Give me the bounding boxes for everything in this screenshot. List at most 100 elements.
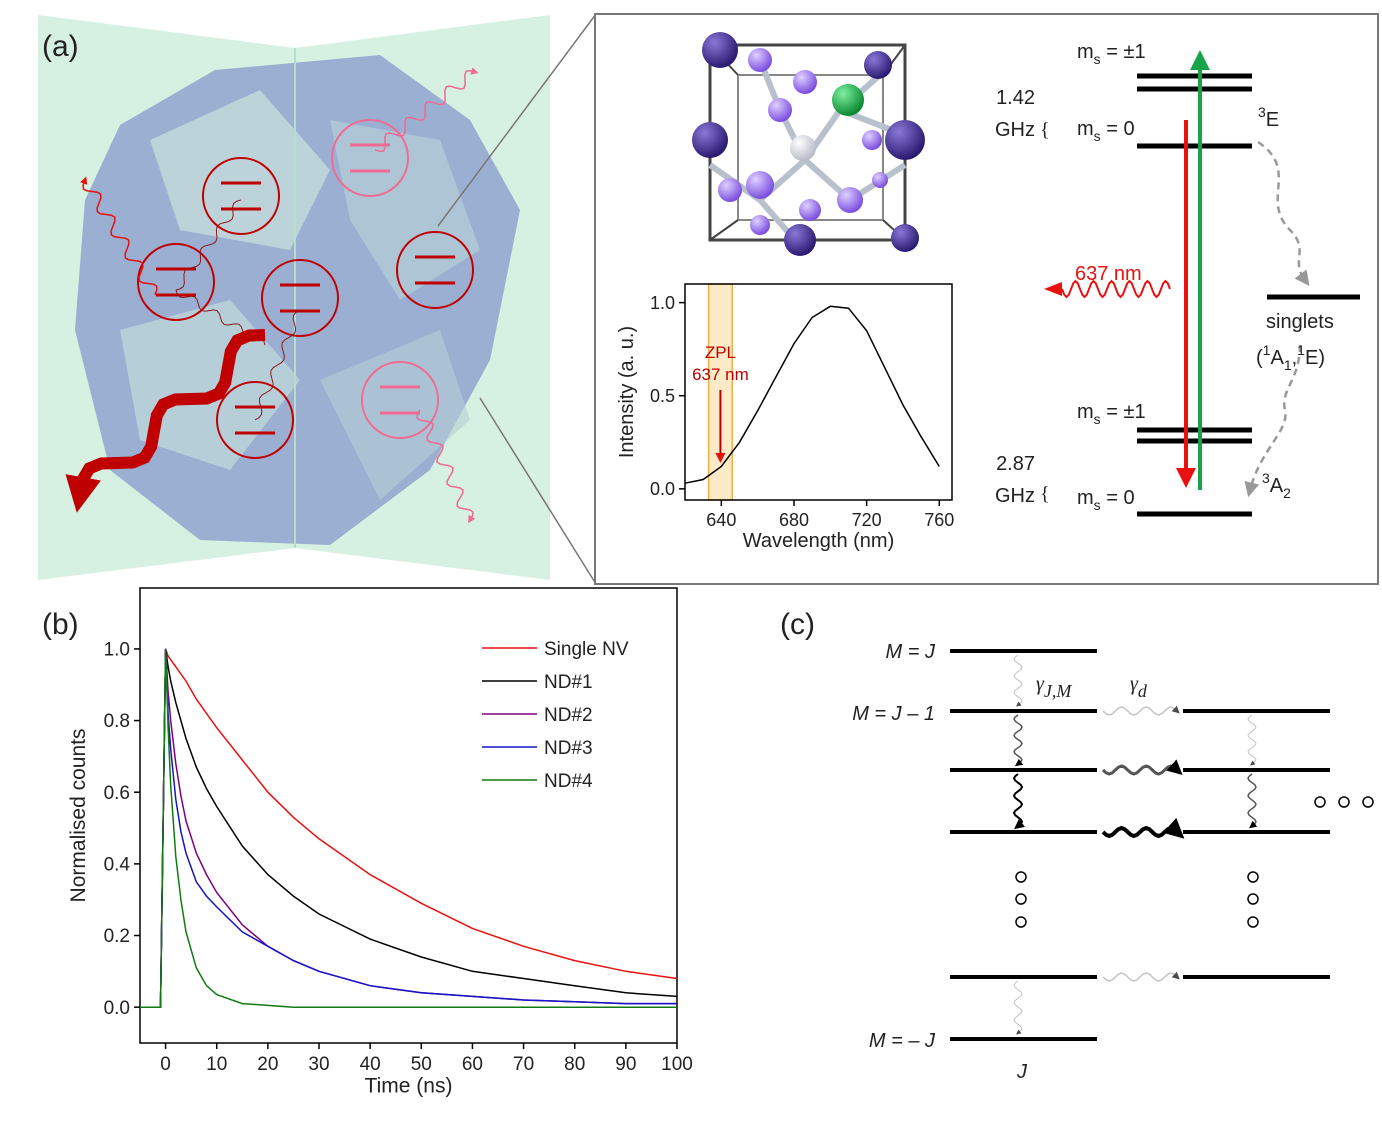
transfer-arrow xyxy=(1247,773,1258,829)
emitter xyxy=(137,243,215,321)
atom xyxy=(862,130,882,150)
energy-diagram: ms = ±1 ms = 0 ms = ±1 ms = 0 1.42 GHz {… xyxy=(995,41,1360,517)
ellipsis-dot xyxy=(1362,796,1374,808)
ms-value: = ±1 xyxy=(1101,41,1146,63)
ellipsis-dot xyxy=(1015,893,1027,905)
level-label: M = – J xyxy=(869,1030,936,1052)
y-tick-label: 1.0 xyxy=(650,293,675,313)
transfer-arrow xyxy=(1013,980,1023,1035)
panel-label: (a) xyxy=(42,30,79,63)
atom xyxy=(790,135,816,161)
ms-value: = 0 xyxy=(1101,118,1135,140)
y-axis-label: Intensity (a. u.) xyxy=(616,326,638,458)
emitter xyxy=(202,157,280,235)
brace: { xyxy=(1040,119,1050,141)
ellipsis-dot xyxy=(1015,871,1027,883)
series-line xyxy=(140,648,677,1008)
gamma-subscript: J,M xyxy=(1044,681,1072,701)
y-tick-label: 0.6 xyxy=(104,783,130,804)
series-line xyxy=(140,648,678,1008)
y-tick-label: 0.0 xyxy=(650,479,675,499)
x-tick-label: 100 xyxy=(661,1054,693,1075)
transfer-arrow xyxy=(1101,759,1183,776)
legend-label: Single NV xyxy=(544,639,629,660)
decay-chart: 0 10 20 30 40 50 60 70 80 90 100 0.0 0.2 0.4 0.6 0.8 1.0… xyxy=(67,587,693,1097)
x-axis-label: Time (ns) xyxy=(365,1074,453,1097)
splitting-value: 1.42 xyxy=(996,87,1035,109)
series-line xyxy=(140,648,678,1008)
emitter xyxy=(361,361,439,439)
atom xyxy=(692,122,728,158)
ms-symbol: m xyxy=(1077,401,1094,423)
x-tick-label: 0 xyxy=(160,1054,171,1075)
x-tick-label: 90 xyxy=(615,1054,636,1075)
level-label: M = J xyxy=(886,641,936,663)
x-tick-label: 60 xyxy=(462,1054,483,1075)
level-label: M = J – 1 xyxy=(852,703,935,725)
atom xyxy=(750,215,770,235)
zoom-line xyxy=(437,13,597,227)
isc-arrow xyxy=(1257,140,1310,287)
atom xyxy=(837,187,863,213)
ellipsis-dot xyxy=(1338,796,1350,808)
column-label: J xyxy=(1016,1061,1028,1083)
y-axis-label: Normalised counts xyxy=(67,729,90,903)
ellipsis-dot xyxy=(1015,916,1027,928)
photon xyxy=(374,67,479,153)
ms-subscript: s xyxy=(1094,497,1101,513)
state-label: 3E xyxy=(1258,104,1279,131)
x-tick-label: 680 xyxy=(779,510,809,530)
panel-label: (b) xyxy=(42,608,79,641)
atom xyxy=(872,172,888,188)
atom xyxy=(891,224,919,252)
ms-symbol: m xyxy=(1077,41,1094,63)
splitting-unit: GHz xyxy=(995,485,1035,507)
transfer-arrow xyxy=(1101,817,1185,839)
plot-frame xyxy=(139,587,678,1044)
crystal-structure xyxy=(692,32,925,256)
x-tick-label: 40 xyxy=(360,1054,381,1075)
atom xyxy=(885,120,925,160)
singlets-label: singlets xyxy=(1266,311,1334,333)
panel-label: (c) xyxy=(780,608,815,641)
transfer-arrow xyxy=(1102,971,1180,982)
photon xyxy=(80,176,158,296)
facet xyxy=(120,300,300,470)
series-line xyxy=(140,648,677,1008)
state-label: 3A2 xyxy=(1262,470,1291,501)
gamma-subscript: d xyxy=(1138,681,1148,701)
transfer-arrow xyxy=(1013,654,1023,707)
ellipsis-dot xyxy=(1314,796,1326,808)
gamma-symbol: γ xyxy=(1130,673,1139,695)
series-line xyxy=(684,305,940,484)
photon xyxy=(416,409,476,524)
x-tick-label: 640 xyxy=(706,510,736,530)
y-tick-label: 0.2 xyxy=(104,926,130,947)
annotation: ZPL xyxy=(705,343,736,362)
ms-label: ms = ±1 xyxy=(1077,401,1146,427)
ms-subscript: s xyxy=(1094,128,1101,144)
superscript: 3 xyxy=(1262,470,1270,486)
gamma-symbol: γ xyxy=(1036,673,1045,695)
splitting-value: 2.87 xyxy=(996,453,1035,475)
superscript: 1 xyxy=(1263,342,1271,358)
term: A xyxy=(1270,347,1284,369)
emitter xyxy=(216,381,294,459)
transfer-arrow xyxy=(1013,714,1024,767)
spectrum-chart: 640 680 720 760 0.0 0.5 1.0 Wavelength (nm) Inte… xyxy=(616,283,954,552)
x-tick-label: 30 xyxy=(308,1054,329,1075)
atom xyxy=(748,48,772,72)
legend-label: ND#3 xyxy=(544,738,593,759)
term: E xyxy=(1305,347,1318,369)
ms-subscript: s xyxy=(1094,411,1101,427)
big-photon xyxy=(65,329,266,513)
isc-arrow xyxy=(1244,344,1302,498)
annotation: 637 nm xyxy=(692,365,749,384)
emission-label: 637 nm xyxy=(1075,263,1142,285)
plot-frame xyxy=(684,283,953,501)
legend-label: ND#2 xyxy=(544,705,593,726)
ellipsis-dot xyxy=(1247,893,1259,905)
paren: ) xyxy=(1318,347,1325,369)
atom xyxy=(702,32,738,68)
